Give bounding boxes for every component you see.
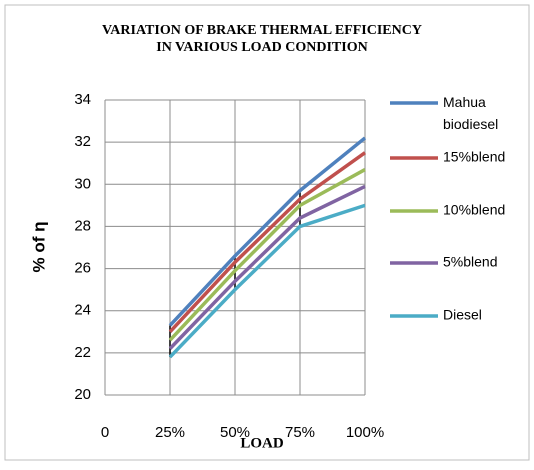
legend-label: Diesel: [443, 307, 482, 323]
y-tick-label: 20: [74, 386, 91, 403]
y-tick-label: 34: [74, 91, 91, 108]
y-tick-label: 24: [74, 302, 91, 319]
legend-label: 5%blend: [443, 254, 498, 270]
series-line: [168, 184, 366, 350]
x-tick-label: 25%: [155, 424, 185, 441]
series-line: [168, 203, 366, 359]
chart-title: VARIATION OF BRAKE THERMAL EFFICIENCY IN …: [102, 23, 422, 55]
y-tick-label: 32: [74, 133, 91, 150]
series-line: [168, 168, 366, 342]
x-tick-label: 100%: [346, 424, 384, 441]
y-tick-label: 30: [74, 175, 91, 192]
x-axis-label: LOAD: [240, 435, 284, 451]
x-tick-label: 75%: [285, 424, 315, 441]
x-tick-label: 50%: [220, 424, 250, 441]
y-tick-label: 22: [74, 344, 91, 361]
y-tick-label: 26: [74, 260, 91, 277]
legend-label: 15%blend: [443, 149, 505, 165]
y-tick-label: 28: [74, 217, 91, 234]
legend-label: 10%blend: [443, 202, 505, 218]
x-tick-label: 0: [101, 424, 109, 441]
series-line: [168, 136, 367, 327]
legend-label: Mahua biodiesel: [443, 94, 498, 132]
series-line: [168, 151, 367, 333]
y-axis-label: % of η: [29, 222, 48, 273]
